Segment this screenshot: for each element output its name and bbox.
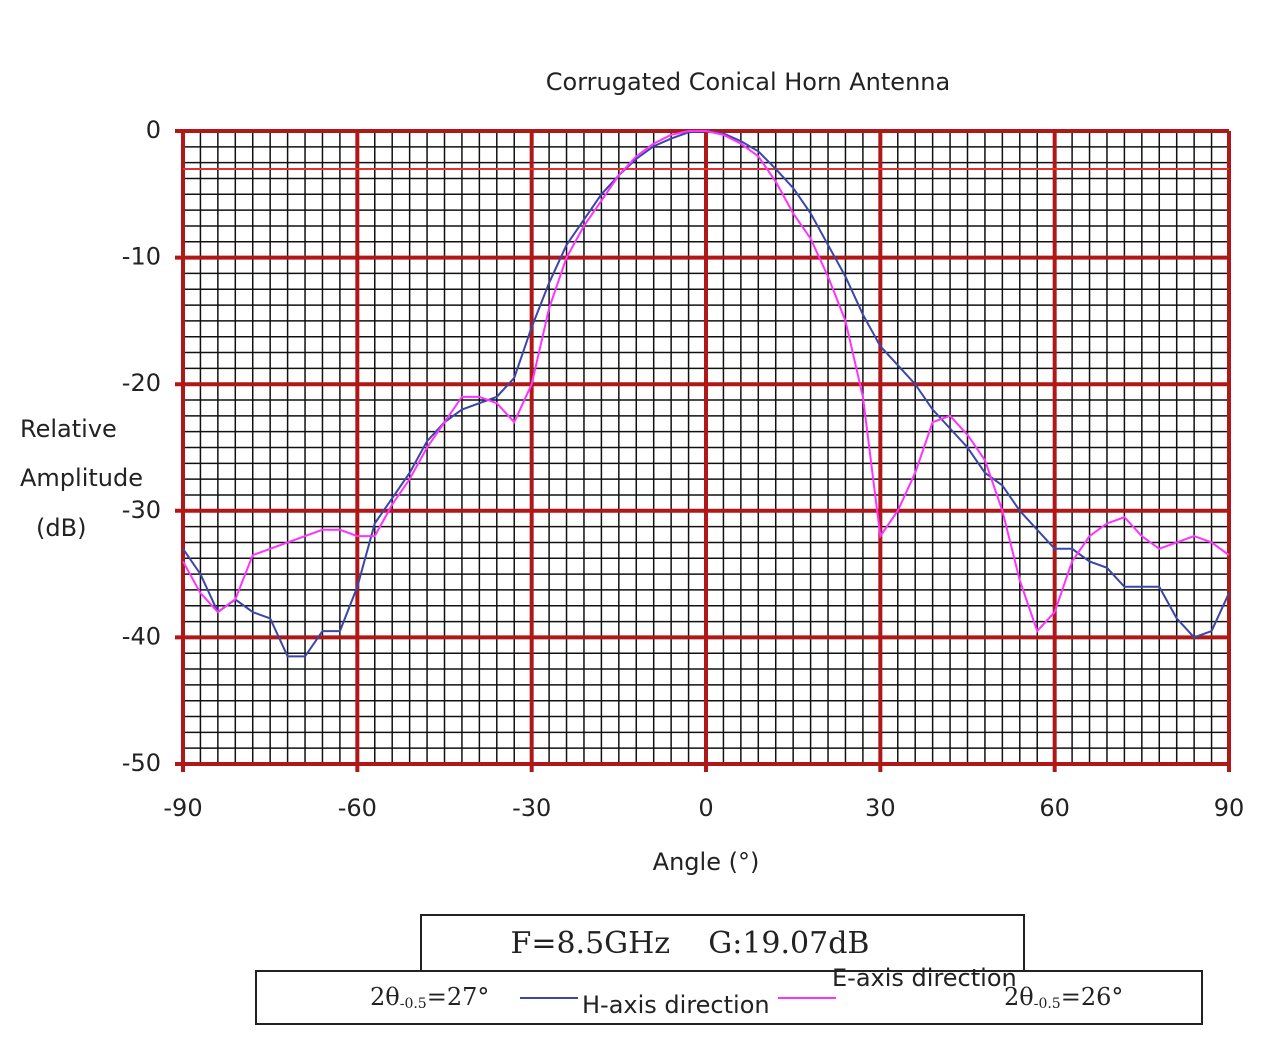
- beamwidth-prefix: 2θ: [1004, 983, 1034, 1011]
- legend-label: E-axis direction: [832, 964, 1017, 992]
- beamwidth-subscript: -0.5: [400, 996, 427, 1012]
- beamwidth-label: 2θ-0.5=26°: [1004, 983, 1123, 1013]
- legend-box: [255, 970, 1203, 1025]
- beamwidth-label: 2θ-0.5=27°: [370, 983, 489, 1013]
- chart-title: Corrugated Conical Horn Antenna: [546, 68, 950, 96]
- y-tick-label: 0: [146, 116, 161, 144]
- y-tick-label: -40: [122, 622, 161, 650]
- x-tick-label: 90: [1214, 794, 1245, 822]
- y-tick-label: -50: [122, 749, 161, 777]
- x-tick-label: 30: [865, 794, 896, 822]
- beamwidth-subscript: -0.5: [1034, 996, 1061, 1012]
- y-tick-label: -20: [122, 369, 161, 397]
- x-tick-label: -30: [512, 794, 551, 822]
- beamwidth-prefix: 2θ: [370, 983, 400, 1011]
- x-tick-label: 0: [698, 794, 713, 822]
- beamwidth-suffix: =26°: [1061, 983, 1124, 1011]
- y-axis-label: Relative: [20, 415, 117, 443]
- info-box: [420, 914, 1025, 972]
- y-axis-label: (dB): [36, 514, 86, 542]
- x-axis-label: Angle (°): [653, 848, 760, 876]
- series-line: [182, 130, 1230, 633]
- y-axis-label: Amplitude: [20, 464, 143, 492]
- x-tick-label: 60: [1039, 794, 1070, 822]
- beamwidth-suffix: =27°: [427, 983, 490, 1011]
- x-tick-label: -90: [163, 794, 202, 822]
- y-tick-label: -10: [122, 243, 161, 271]
- info-text: F=8.5GHz G:19.07dB: [511, 926, 870, 961]
- x-tick-label: -60: [338, 794, 377, 822]
- legend-label: H-axis direction: [582, 991, 770, 1019]
- y-tick-label: -30: [122, 496, 161, 524]
